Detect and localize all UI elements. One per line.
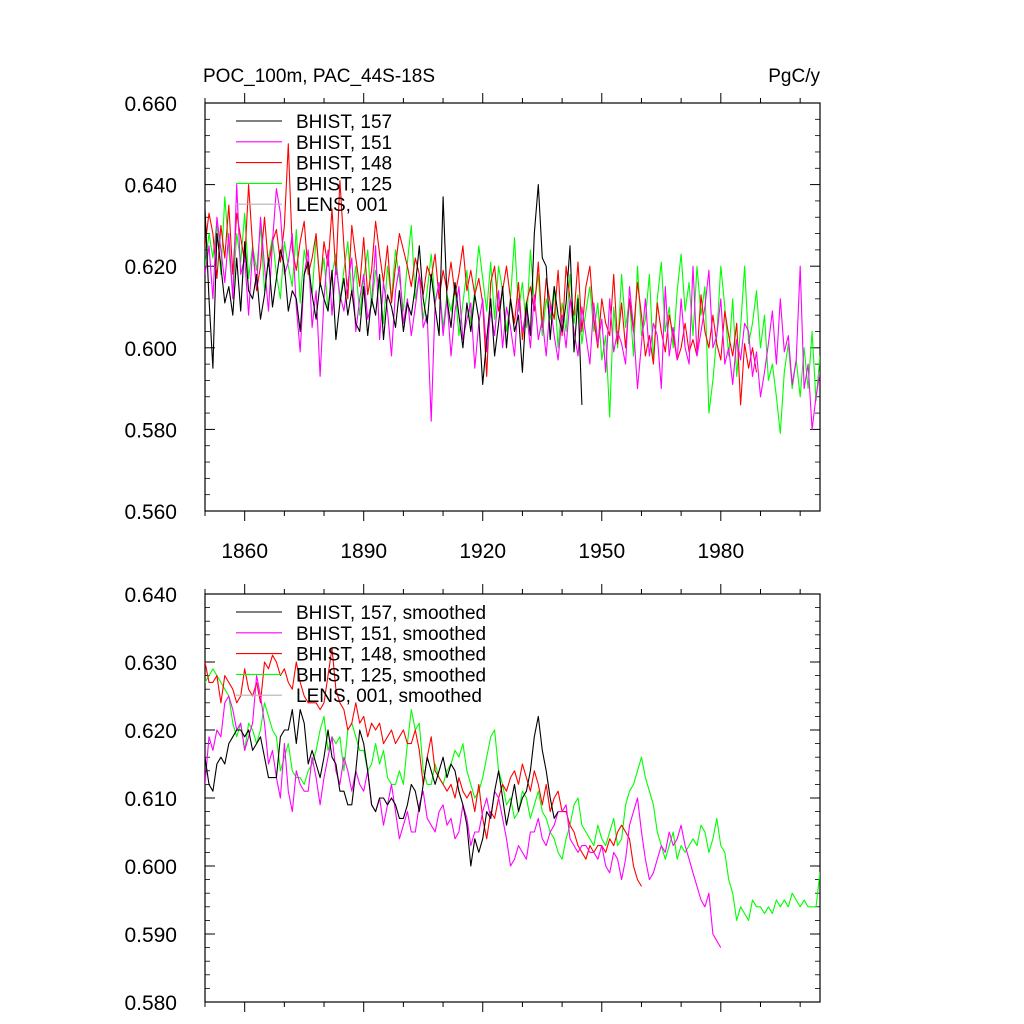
chart-0-legend-label: BHIST, 151 — [296, 133, 392, 154]
chart-0-xtick-label: 1980 — [697, 540, 744, 563]
chart-1-legend-label: BHIST, 157, smoothed — [296, 603, 486, 624]
chart-1-ytick-label: 0.630 — [124, 652, 177, 675]
chart-0-legend-label: BHIST, 125 — [296, 174, 392, 195]
chart-0-ytick-label: 0.560 — [124, 501, 177, 524]
chart-1-ytick-label: 0.580 — [124, 992, 177, 1015]
chart-0-ytick-label: 0.600 — [124, 338, 177, 361]
chart-1-series-1 — [205, 675, 722, 948]
chart-0-legend-label: LENS, 001 — [296, 195, 388, 216]
chart-0-xtick-label: 1950 — [578, 540, 625, 563]
chart-1-legend-label: LENS, 001, smoothed — [296, 686, 482, 707]
chart-0-legend-label: BHIST, 157 — [296, 112, 392, 133]
chart-1-ytick-label: 0.600 — [124, 856, 177, 879]
chart-0-ytick-label: 0.620 — [124, 256, 177, 279]
chart-0-xtick-label: 1920 — [459, 540, 506, 563]
chart-0-units: PgC/y — [768, 66, 820, 87]
chart-0-series-2 — [205, 143, 758, 406]
chart-1-ytick-label: 0.610 — [124, 788, 177, 811]
bottom-panel: 0.580 0.590 0.600 0.610 0.620 0.630 0.640 BHIST… — [124, 584, 821, 1015]
chart-1-ytick-label: 0.590 — [124, 924, 177, 947]
chart-1-legend-label: BHIST, 125, smoothed — [296, 665, 486, 686]
chart-0-series-0 — [205, 184, 583, 405]
chart-0-ytick-label: 0.640 — [124, 175, 177, 198]
chart-0-ytick-label: 0.580 — [124, 419, 177, 442]
chart-0-xtick-label: 1890 — [340, 540, 387, 563]
chart-1-ytick-label: 0.620 — [124, 720, 177, 743]
chart-0-title: POC_100m, PAC_44S-18S — [203, 66, 435, 87]
chart-0-series-1 — [205, 184, 820, 430]
chart-0-xtick-label: 1860 — [221, 540, 268, 563]
chart-1-legend-label: BHIST, 151, smoothed — [296, 624, 486, 645]
top-panel: POC_100m, PAC_44S-18S PgC/y 0.560 0.580 0.60… — [124, 66, 821, 563]
chart-0-legend-label: BHIST, 148 — [296, 154, 392, 175]
chart-1-ytick-label: 0.640 — [124, 584, 177, 607]
chart-0-frame — [204, 102, 821, 512]
chart-1-legend-label: BHIST, 148, smoothed — [296, 645, 486, 666]
chart-1-series-0 — [205, 709, 559, 867]
chart-0-ytick-label: 0.660 — [124, 93, 177, 116]
